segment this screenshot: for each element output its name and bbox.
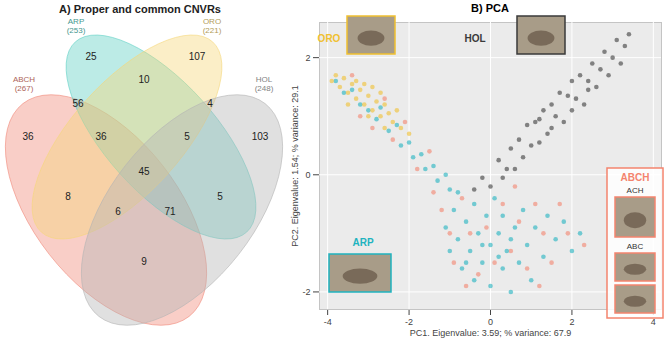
- svg-text:ORO(221): ORO(221): [203, 17, 222, 35]
- svg-text:-2: -2: [405, 317, 413, 327]
- html-text:B) PCA: B) PCA: [471, 2, 509, 14]
- svg-text:A) Proper and common CNVRs: A) Proper and common CNVRs: [59, 3, 221, 15]
- svg-text:4: 4: [651, 317, 656, 327]
- svg-text:45: 45: [138, 166, 150, 177]
- svg-text:56: 56: [72, 98, 84, 109]
- svg-text:ABC: ABC: [627, 242, 644, 251]
- svg-text:0: 0: [305, 170, 310, 180]
- svg-text:0: 0: [488, 317, 493, 327]
- svg-text:5: 5: [184, 131, 190, 142]
- svg-text:36: 36: [95, 131, 107, 142]
- svg-text:ORO: ORO: [318, 33, 341, 44]
- svg-text:PC2. Eigenvalue: 1.54; % varia: PC2. Eigenvalue: 1.54; % variance: 29.1: [290, 85, 300, 247]
- svg-text:5: 5: [217, 191, 223, 202]
- svg-text:ARP(253): ARP(253): [67, 17, 86, 35]
- svg-text:9: 9: [141, 256, 147, 267]
- svg-text:ACH: ACH: [627, 186, 644, 195]
- svg-text:103: 103: [252, 131, 269, 142]
- svg-text:2: 2: [569, 317, 574, 327]
- svg-text:-2: -2: [302, 287, 310, 297]
- svg-text:PC1. Eigenvalue: 3.59; % varia: PC1. Eigenvalue: 3.59; % variance: 67.9: [410, 328, 572, 338]
- svg-text:ABCH(267): ABCH(267): [13, 75, 35, 93]
- svg-text:HOL: HOL: [464, 33, 485, 44]
- svg-text:2: 2: [305, 53, 310, 63]
- svg-text:8: 8: [65, 191, 71, 202]
- svg-text:71: 71: [164, 206, 176, 217]
- svg-text:ABCH: ABCH: [621, 172, 650, 183]
- svg-text:36: 36: [22, 131, 34, 142]
- svg-text:-4: -4: [324, 317, 332, 327]
- svg-text:ARP: ARP: [352, 237, 373, 248]
- svg-text:6: 6: [115, 206, 121, 217]
- svg-text:HOL(248): HOL(248): [255, 75, 274, 93]
- svg-text:25: 25: [85, 51, 97, 62]
- svg-text:107: 107: [189, 51, 206, 62]
- svg-text:4: 4: [207, 98, 213, 109]
- svg-text:10: 10: [138, 74, 150, 85]
